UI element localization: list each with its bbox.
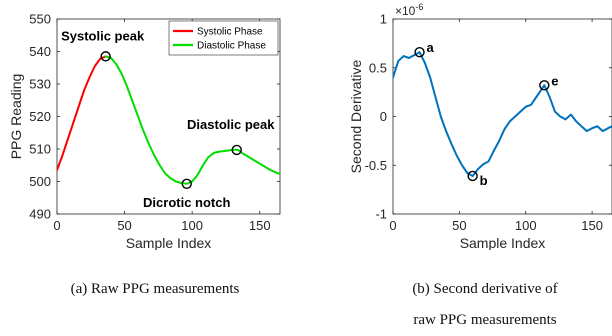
series-line-diastolic-phase — [104, 55, 280, 185]
y-axis-label: Second Derivative — [348, 59, 364, 173]
annotation-label: Systolic peak — [61, 28, 145, 43]
annotation-label: Diastolic peak — [187, 117, 275, 132]
annotation-marker — [539, 80, 550, 91]
y-tick-label: 510 — [29, 142, 51, 157]
y-tick-label: 540 — [29, 44, 51, 59]
y-axis-exponent-base: ×10 — [395, 4, 416, 18]
ppg-raw-chart: 0 50 100 150 490 500 510 520 530 540 550 Sample Ind… — [8, 12, 281, 250]
caption-right-line1: (b) Second derivative of — [412, 281, 558, 297]
caption-right: (b) Second derivative of raw PPG measure… — [370, 274, 600, 336]
y-tick-label: 500 — [29, 174, 51, 189]
annotation-label: Dicrotic notch — [143, 195, 230, 210]
x-axis-label: Sample Index — [460, 235, 546, 250]
plot-area — [392, 18, 612, 215]
y-tick-label: 0 — [380, 109, 387, 124]
y-tick-label: 530 — [29, 77, 51, 92]
x-tick-label: 50 — [452, 218, 466, 233]
y-axis-exponent-power: -6 — [415, 2, 423, 12]
series-line-systolic-phase — [57, 55, 107, 172]
x-tick-label: 50 — [117, 218, 131, 233]
x-tick-label: 100 — [515, 218, 537, 233]
legend-entry: Diastolic Phase — [197, 41, 266, 52]
y-tick-label: 550 — [29, 12, 51, 27]
y-tick-label: 490 — [29, 207, 51, 222]
annotation-label: e — [551, 73, 558, 88]
annotation-marker — [414, 46, 425, 58]
y-tick-label: 0.5 — [369, 60, 387, 75]
y-tick-label: -0.5 — [365, 158, 387, 173]
annotation-marker — [231, 144, 242, 156]
y-tick-label: 1 — [380, 12, 387, 27]
x-axis-label: Sample Index — [126, 235, 212, 250]
annotation-marker — [467, 170, 478, 182]
x-tick-label: 150 — [249, 218, 271, 233]
legend-entry: Systolic Phase — [197, 27, 263, 38]
x-tick-label: 0 — [53, 218, 60, 233]
annotation-label: b — [480, 173, 488, 188]
annotation-marker — [100, 51, 111, 62]
y-axis-label: PPG Reading — [8, 74, 24, 160]
y-axis-exponent: ×10-6 — [395, 2, 423, 18]
annotation-marker — [181, 178, 192, 189]
x-tick-label: 100 — [181, 218, 203, 233]
annotation-label: a — [427, 40, 435, 55]
ppg-second-derivative-chart: 0 50 100 150 -1 -0.5 0 0.5 1 Sample Index Second D… — [348, 2, 612, 250]
caption-left: (a) Raw PPG measurements — [70, 281, 240, 297]
caption-right-line2: raw PPG measurements — [413, 312, 557, 328]
x-tick-label: 0 — [389, 218, 396, 233]
legend-box — [168, 20, 279, 56]
series-line-derivative — [393, 51, 612, 177]
y-tick-label: -1 — [375, 207, 387, 222]
y-tick-label: 520 — [29, 109, 51, 124]
x-tick-label: 150 — [581, 218, 603, 233]
